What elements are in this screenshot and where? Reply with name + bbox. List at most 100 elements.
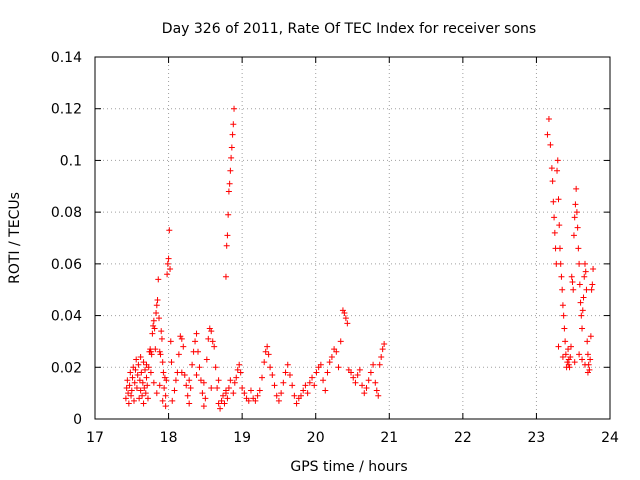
data-point — [565, 356, 572, 363]
data-point — [376, 361, 383, 368]
data-point — [230, 121, 237, 128]
data-point — [264, 343, 271, 350]
data-point — [186, 400, 193, 407]
data-point — [566, 364, 573, 371]
data-point — [337, 338, 344, 345]
x-tick-label: 24 — [601, 430, 619, 446]
data-point — [579, 307, 586, 314]
data-point — [554, 157, 561, 164]
y-tick-label: 0.08 — [51, 205, 82, 221]
data-point — [224, 395, 231, 402]
data-point — [130, 397, 137, 404]
data-point — [160, 369, 167, 376]
data-point — [142, 366, 149, 373]
data-point — [555, 196, 562, 203]
y-tick-label: 0 — [73, 412, 82, 428]
data-point — [317, 361, 324, 368]
data-point — [547, 141, 554, 148]
data-point — [225, 211, 232, 218]
x-tick-label: 18 — [160, 430, 178, 446]
data-point — [359, 382, 366, 389]
data-point — [237, 369, 244, 376]
data-point — [150, 379, 157, 386]
data-point — [571, 359, 578, 366]
data-point — [228, 154, 235, 161]
data-point — [352, 379, 359, 386]
data-point — [125, 390, 132, 397]
data-point — [147, 346, 154, 353]
data-point — [156, 315, 163, 322]
data-point — [161, 374, 168, 381]
data-point — [183, 382, 190, 389]
data-point — [177, 333, 184, 340]
data-point — [265, 351, 272, 358]
data-point — [333, 348, 340, 355]
data-point — [180, 343, 187, 350]
data-point — [228, 144, 235, 151]
data-point — [236, 361, 243, 368]
data-point — [141, 384, 148, 391]
data-point — [567, 353, 574, 360]
data-point — [584, 369, 591, 376]
x-tick-label: 17 — [86, 430, 104, 446]
y-tick-label: 0.04 — [51, 309, 82, 325]
tick-labels: 17 18 19 20 21 22 23 24 0 0.02 0.04 0.06 0.08 0.1 0.12… — [51, 50, 619, 446]
data-point — [561, 325, 568, 332]
data-point — [162, 392, 169, 399]
data-point — [252, 397, 259, 404]
x-tick-label: 22 — [454, 430, 472, 446]
data-point — [144, 382, 151, 389]
data-point — [220, 392, 227, 399]
data-point — [578, 312, 585, 319]
data-point — [126, 382, 133, 389]
data-point — [128, 387, 135, 394]
data-point — [576, 260, 583, 267]
data-point — [184, 392, 191, 399]
data-point — [306, 379, 313, 386]
data-point — [137, 353, 144, 360]
data-point — [590, 266, 597, 273]
data-point — [284, 361, 291, 368]
data-point — [199, 390, 206, 397]
x-tick-label: 23 — [528, 430, 546, 446]
data-point — [153, 390, 160, 397]
data-point — [559, 302, 566, 309]
data-point — [558, 273, 565, 280]
x-tick-label: 19 — [233, 430, 251, 446]
data-point — [271, 382, 278, 389]
data-point — [262, 348, 269, 355]
x-axis-label: GPS time / hours — [290, 459, 407, 475]
data-point — [169, 397, 176, 404]
data-point — [164, 271, 171, 278]
data-point — [166, 227, 173, 234]
data-point — [551, 229, 558, 236]
data-point — [562, 338, 569, 345]
data-point — [140, 359, 147, 366]
data-point — [143, 361, 150, 368]
data-point — [186, 377, 193, 384]
data-point — [568, 343, 575, 350]
data-point — [193, 372, 200, 379]
data-point — [195, 348, 201, 355]
data-point — [142, 390, 149, 397]
data-point — [580, 294, 587, 301]
data-point — [192, 338, 199, 345]
data-point — [564, 359, 571, 366]
data-point — [545, 116, 552, 123]
data-point — [157, 351, 164, 358]
data-point — [289, 382, 296, 389]
data-point — [577, 299, 584, 306]
data-point — [286, 372, 293, 379]
data-point — [581, 260, 588, 267]
data-point — [231, 105, 238, 112]
data-point — [298, 392, 304, 399]
data-point — [302, 382, 309, 389]
data-point — [209, 338, 216, 345]
data-point — [229, 131, 236, 138]
data-point — [549, 178, 556, 185]
data-point — [148, 351, 155, 358]
data-point — [562, 351, 569, 358]
data-point — [208, 384, 215, 391]
data-point — [159, 397, 166, 404]
data-point — [367, 369, 374, 376]
